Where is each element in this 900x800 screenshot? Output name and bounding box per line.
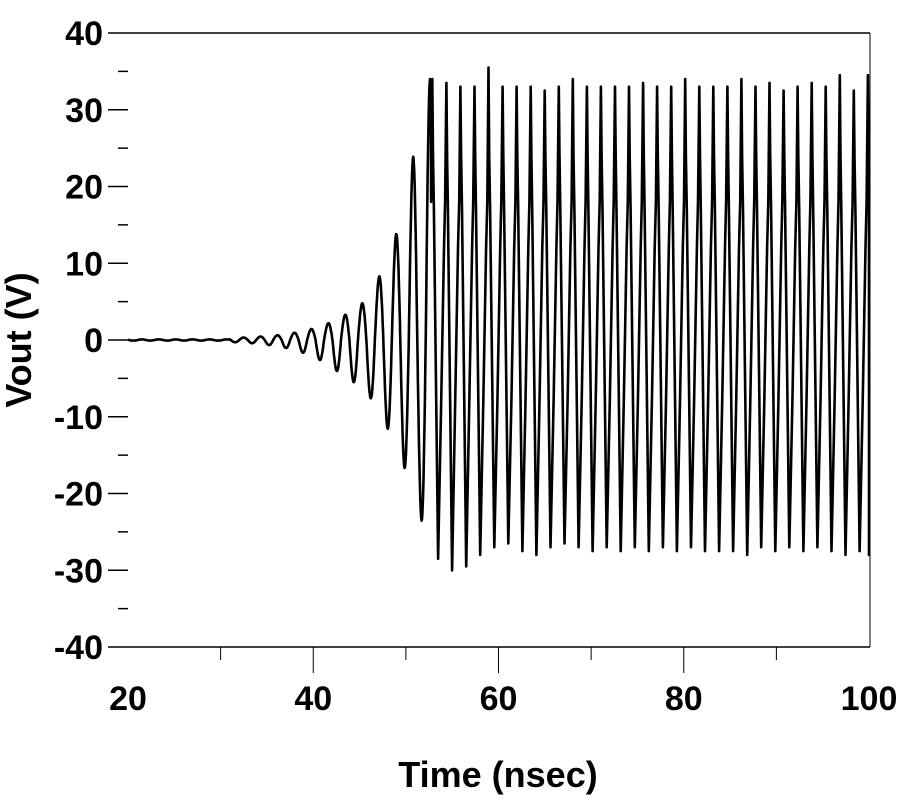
x-tick-label: 80 — [665, 680, 703, 718]
x-axis-title: Time (nsec) — [398, 754, 597, 795]
y-tick-label: 20 — [65, 169, 103, 207]
y-axis: 40 30 20 10 0 -10 -20 -30 -40 — [54, 15, 128, 667]
y-tick-label: 0 — [84, 322, 103, 360]
x-tick-label: 20 — [109, 680, 147, 718]
y-tick-label: 40 — [65, 15, 103, 53]
vout-waveform — [127, 66, 871, 572]
x-axis: 20 40 60 80 100 — [109, 647, 897, 718]
x-tick-label: 60 — [480, 680, 518, 718]
y-tick-label: -30 — [54, 552, 103, 590]
y-tick-label: 10 — [65, 245, 103, 283]
x-tick-label: 100 — [841, 680, 898, 718]
y-axis-title: Vout (V) — [0, 272, 39, 407]
y-tick-label: -40 — [54, 629, 103, 667]
y-tick-label: 30 — [65, 92, 103, 130]
y-tick-label: -20 — [54, 476, 103, 514]
x-tick-label: 40 — [294, 680, 332, 718]
y-tick-label: -10 — [54, 399, 103, 437]
